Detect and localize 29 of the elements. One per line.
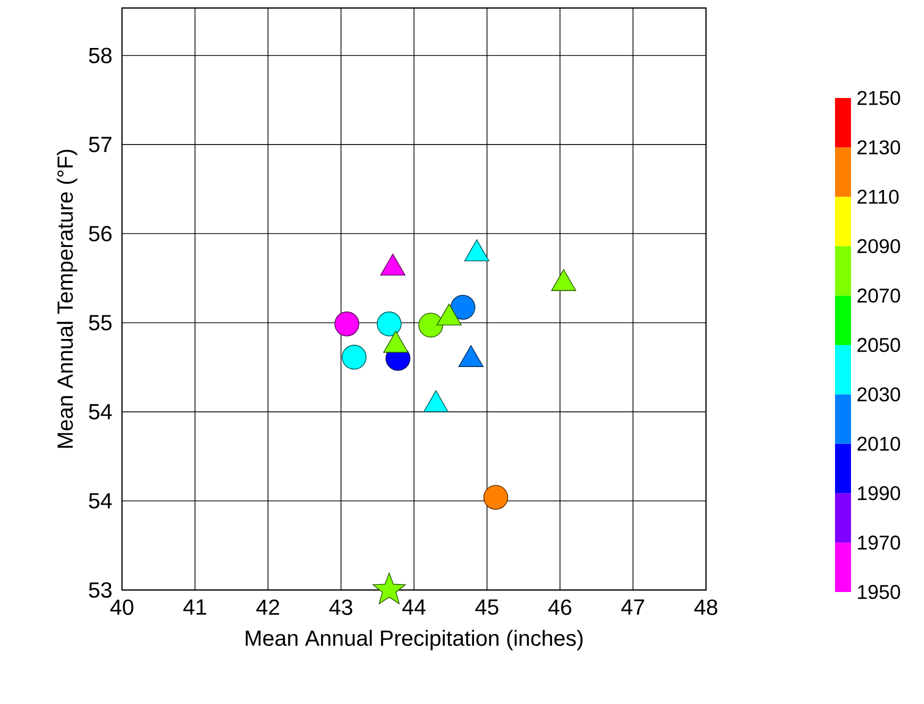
y-tick-label: 58 xyxy=(88,48,112,64)
y-tick-label: 54 xyxy=(88,404,112,420)
color-bar-label: 1970 xyxy=(858,536,900,550)
color-bar-label: 2110 xyxy=(858,190,899,204)
x-tick-label: 40 xyxy=(110,599,134,616)
y-tick-label: 55 xyxy=(88,315,112,330)
x-tick-label: 42 xyxy=(256,599,280,615)
y-axis-title: Mean Annual Temperature (°F) xyxy=(56,150,78,448)
y-tick-label: 56 xyxy=(88,226,112,242)
color-bar-label: 1990 xyxy=(858,486,900,500)
x-axis-title: Mean Annual Precipitation (inches) xyxy=(246,630,583,650)
y-tick-label: 54 xyxy=(88,493,112,509)
color-bar-label: 2150 xyxy=(858,90,900,106)
color-bar-label: 1950 xyxy=(858,584,900,600)
color-bar-label: 2070 xyxy=(858,288,900,303)
x-tick-label: 41 xyxy=(183,600,206,615)
color-bar-label: 2030 xyxy=(858,387,900,402)
color-bar-label: 2130 xyxy=(858,140,900,154)
x-tick-label: 43 xyxy=(329,599,352,616)
x-tick-label: 46 xyxy=(548,599,572,616)
y-tick-label: 53 xyxy=(88,582,112,598)
color-bar-label: 2010 xyxy=(858,436,900,451)
color-bar-label: 2090 xyxy=(858,239,900,254)
y-tick-label: 57 xyxy=(88,136,112,152)
color-bar-label: 2050 xyxy=(858,338,900,352)
x-tick-label: 45 xyxy=(475,600,498,615)
x-tick-label: 48 xyxy=(694,599,718,616)
x-tick-label: 47 xyxy=(621,600,644,615)
x-tick-label: 44 xyxy=(402,600,426,615)
